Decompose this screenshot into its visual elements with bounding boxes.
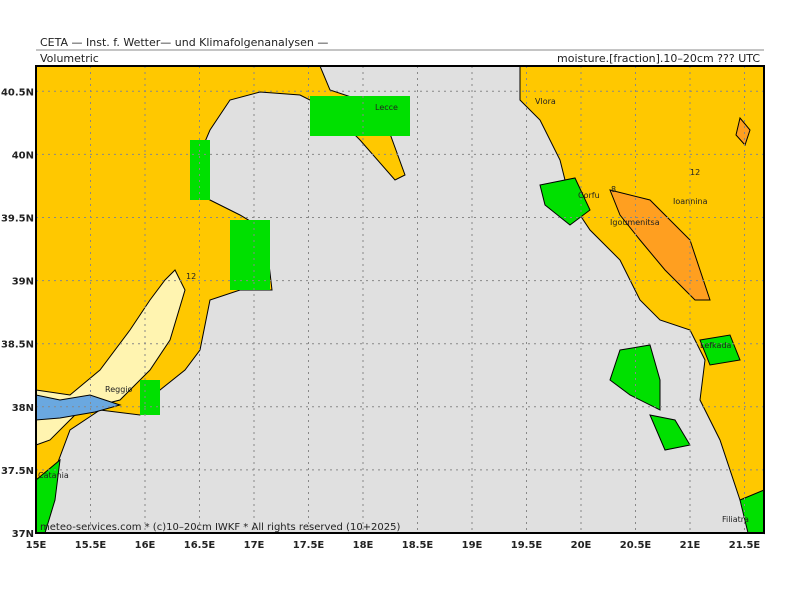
y-tick-label: 39N <box>12 277 34 288</box>
y-tick-label: 38.5N <box>1 340 34 351</box>
y-tick-label: 40N <box>12 150 34 161</box>
y-tick-label: 37N <box>12 529 34 540</box>
contour-label: 12 <box>186 272 196 281</box>
land-cell <box>140 380 160 415</box>
y-tick-label: 39.5N <box>1 214 34 225</box>
left-label: Volumetric <box>40 52 99 65</box>
x-tick-label: 19E <box>462 540 483 551</box>
x-tick-label: 16E <box>135 540 156 551</box>
place-label: Corfu <box>578 191 600 200</box>
footer: meteo-services.com * (c)10–20cm IWKF * A… <box>40 522 401 533</box>
place-label: Lefkada <box>700 341 732 350</box>
x-tick-label: 18E <box>353 540 374 551</box>
header-title: CETA — Inst. f. Wetter— und Klimafolgena… <box>40 36 328 49</box>
x-tick-label: 20E <box>571 540 592 551</box>
place-label: Catania <box>38 471 69 480</box>
contour-label: 12 <box>690 168 700 177</box>
x-tick-label: 21.5E <box>729 540 761 551</box>
right-label: moisture.[fraction].10–20cm ??? UTC <box>557 52 760 65</box>
y-tick-label: 38N <box>12 403 34 414</box>
place-label: Filiatra <box>722 515 749 524</box>
place-label: Lecce <box>375 103 398 112</box>
x-tick-label: 19.5E <box>511 540 543 551</box>
land-cell <box>230 220 270 290</box>
contour-label: 8 <box>611 185 616 194</box>
x-tick-label: 18.5E <box>402 540 434 551</box>
x-tick-label: 21E <box>680 540 701 551</box>
x-tick-label: 16.5E <box>184 540 216 551</box>
x-tick-label: 17.5E <box>293 540 325 551</box>
place-label: Ioannina <box>673 197 708 206</box>
y-tick-label: 40.5N <box>1 87 34 98</box>
place-label: Reggio <box>105 385 133 394</box>
map-frame <box>35 65 765 534</box>
x-tick-label: 15E <box>26 540 47 551</box>
x-tick-label: 17E <box>244 540 265 551</box>
y-tick-label: 37.5N <box>1 466 34 477</box>
place-label: Vlora <box>535 97 556 106</box>
land-cell <box>310 96 410 136</box>
x-tick-label: 20.5E <box>620 540 652 551</box>
x-tick-label: 15.5E <box>75 540 107 551</box>
place-label: Igoumenitsa <box>610 218 660 227</box>
